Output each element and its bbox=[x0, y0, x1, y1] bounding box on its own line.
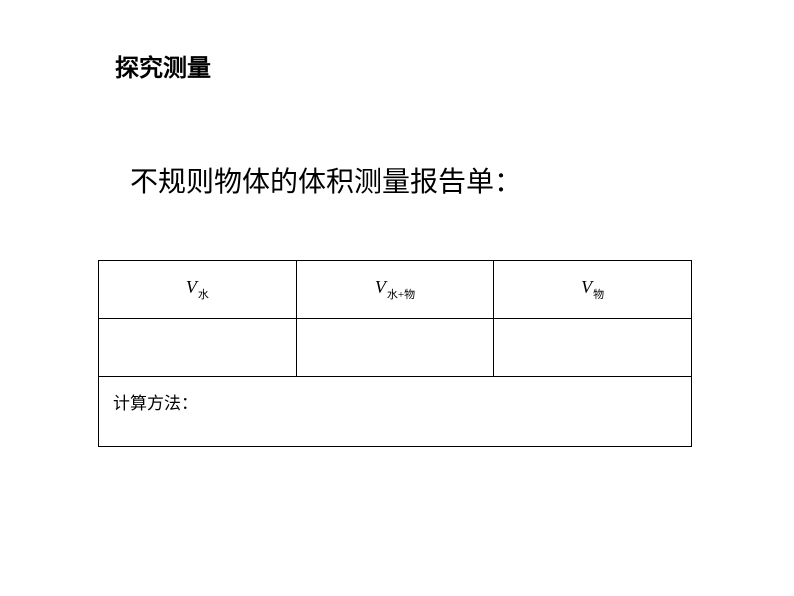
column-header-water-volume: V水 bbox=[99, 261, 297, 319]
column-header-water-plus-object-volume: V水+物 bbox=[296, 261, 494, 319]
table-data-row bbox=[99, 319, 692, 377]
data-cell-water-plus-object bbox=[296, 319, 494, 377]
variable-v: V bbox=[581, 277, 592, 297]
subscript-water-plus-object: 水+物 bbox=[387, 289, 415, 301]
table-header-row: V水 V水+物 V物 bbox=[99, 261, 692, 319]
variable-v: V bbox=[186, 277, 197, 297]
page-title: 探究测量 bbox=[115, 48, 211, 83]
column-header-object-volume: V物 bbox=[494, 261, 692, 319]
subscript-water: 水 bbox=[198, 289, 209, 301]
subscript-object: 物 bbox=[593, 289, 604, 301]
data-cell-object bbox=[494, 319, 692, 377]
measurement-report-table: V水 V水+物 V物 计算方法： bbox=[98, 260, 692, 447]
variable-v: V bbox=[375, 277, 386, 297]
calculation-method-cell: 计算方法： bbox=[99, 377, 692, 447]
report-subtitle: 不规则物体的体积测量报告单： bbox=[130, 160, 522, 200]
data-cell-water bbox=[99, 319, 297, 377]
table-method-row: 计算方法： bbox=[99, 377, 692, 447]
